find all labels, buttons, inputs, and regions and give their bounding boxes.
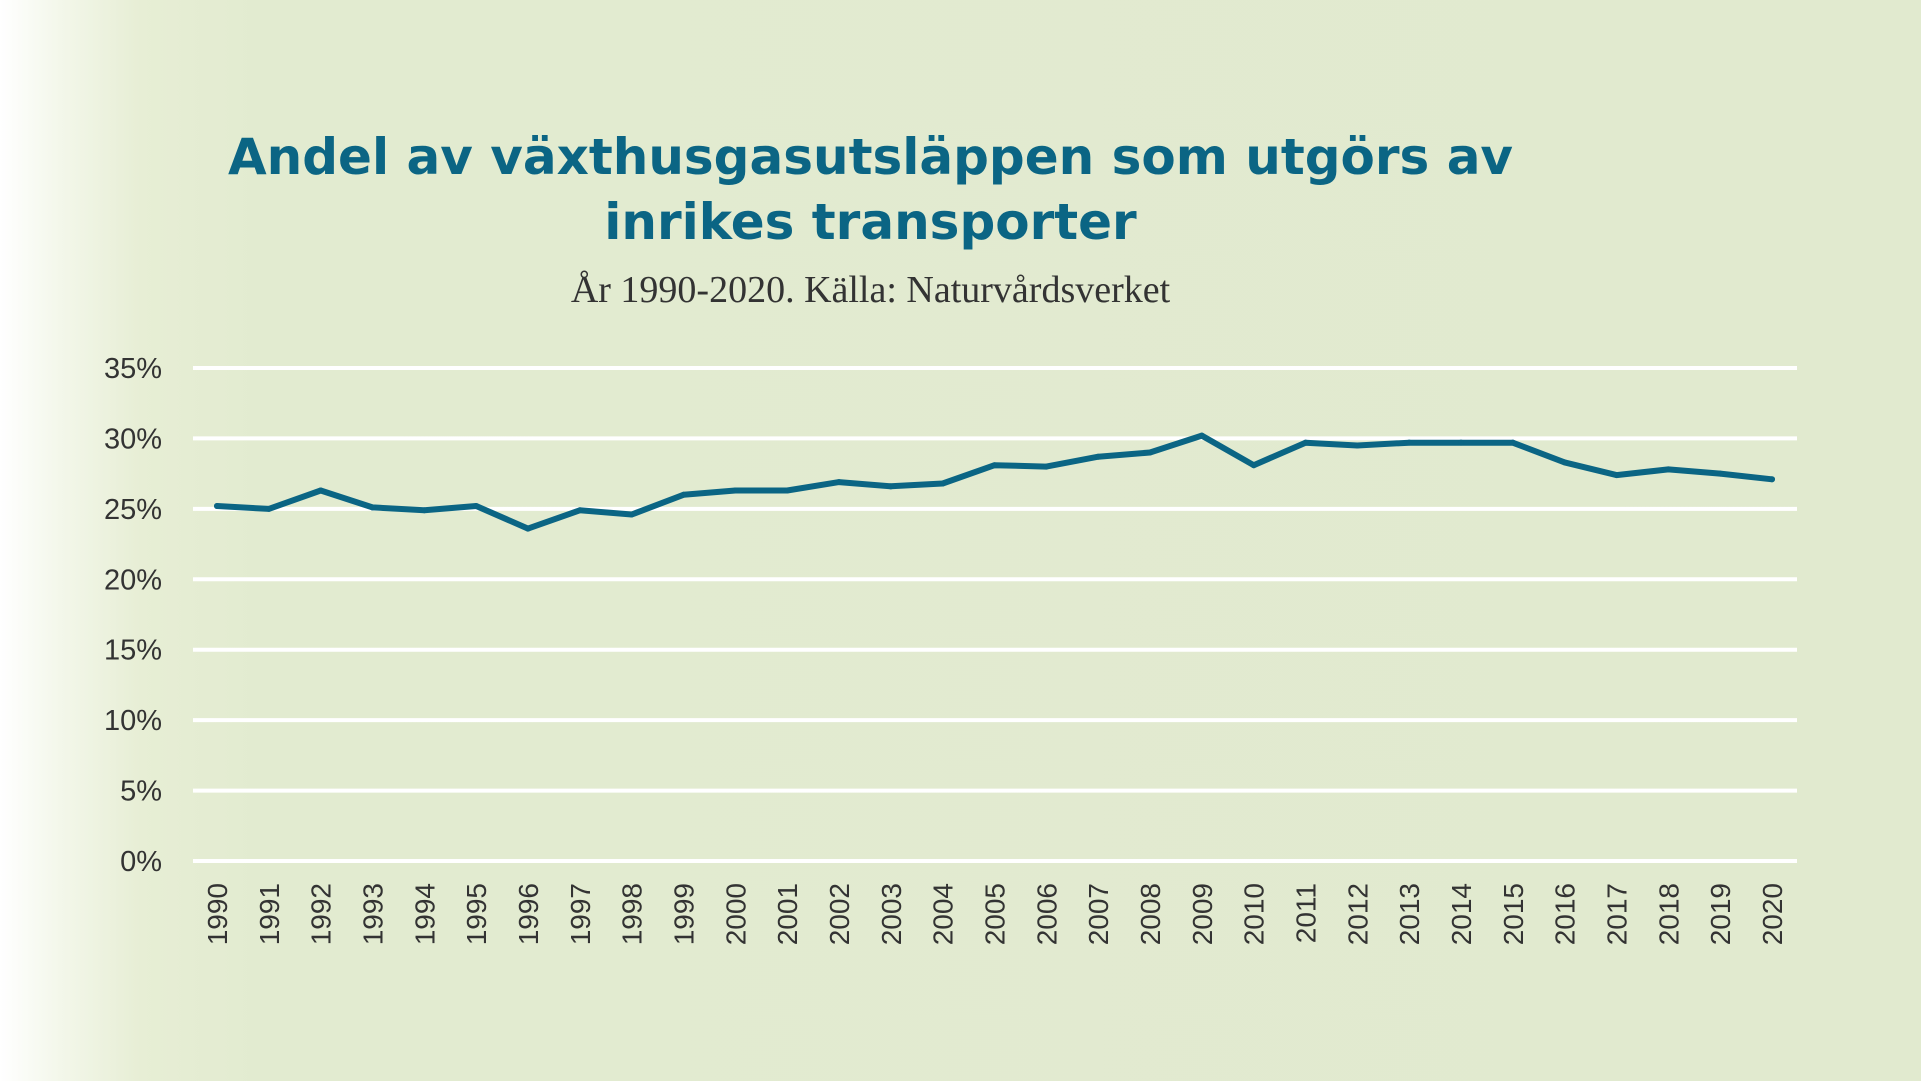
y-tick-label: 15% [104,635,162,667]
x-tick-label: 2005 [980,883,1011,945]
data-point-1995 [473,503,480,510]
data-point-1993 [369,504,376,511]
x-tick-label: 2007 [1083,883,1114,945]
x-tick-label: 1990 [202,883,233,945]
x-tick-label: 2004 [928,883,959,945]
x-tick-label: 1996 [513,883,544,945]
series-line-group [214,432,1775,532]
data-point-1998 [628,511,635,518]
x-tick-label: 2003 [876,883,907,945]
data-point-2018 [1665,466,1672,473]
x-tick-label: 2009 [1187,883,1218,945]
chart-subtitle: År 1990-2020. Källa: Naturvårdsverket [570,269,1171,311]
x-tick-label: 2017 [1602,883,1633,945]
data-point-2020 [1769,476,1775,483]
data-point-2009 [1198,432,1205,439]
x-tick-label: 1994 [409,883,440,945]
data-point-2007 [1095,453,1102,460]
data-point-2016 [1561,459,1568,466]
data-point-2015 [1509,439,1516,446]
x-tick-label: 2002 [824,883,855,945]
x-tick-label: 2012 [1342,883,1373,945]
data-point-2002 [836,479,842,486]
gridlines [193,366,1797,863]
y-tick-label: 0% [120,846,162,878]
data-point-2019 [1717,470,1724,477]
x-tick-label: 2006 [1031,883,1062,945]
data-point-2008 [1147,449,1153,456]
data-point-2014 [1458,439,1464,446]
chart-title-line-2: inrikes transporter [604,193,1137,251]
data-point-1991 [265,505,272,512]
y-tick-label: 20% [104,564,162,596]
x-tick-label: 2011 [1291,883,1322,943]
data-point-1990 [214,503,220,510]
y-axis-tick-labels: 0% 5% 10% 15% 20% 25% 30% 35% [104,353,162,878]
data-point-1999 [680,491,687,498]
x-tick-label: 1997 [565,883,596,945]
x-tick-label: 2014 [1446,883,1477,945]
data-point-2010 [1250,462,1257,469]
x-tick-label: 1999 [669,883,700,945]
y-tick-label: 30% [104,423,162,455]
chart-title-line-1: Andel av växthusgasutsläppen som utgörs … [227,128,1514,186]
data-point-2003 [887,483,894,490]
x-tick-label: 2019 [1705,883,1736,945]
x-tick-label: 1998 [617,883,648,945]
data-point-2013 [1406,439,1413,446]
data-point-2011 [1302,439,1309,446]
x-tick-label: 2000 [720,883,751,945]
x-tick-label: 2018 [1653,883,1684,945]
x-tick-label: 2010 [1239,883,1270,945]
x-tick-label: 2008 [1135,883,1166,945]
series-line [214,432,1775,532]
y-tick-label: 25% [104,494,162,526]
x-tick-label: 2015 [1498,883,1529,945]
data-point-1996 [525,525,531,532]
data-point-1994 [421,507,428,514]
y-tick-label: 10% [104,705,162,737]
data-point-2005 [991,462,998,469]
x-tick-label: 2020 [1757,883,1788,945]
x-tick-label: 1993 [358,883,389,945]
x-tick-label: 2001 [772,883,803,945]
data-point-2004 [939,480,946,487]
data-point-1997 [576,507,583,514]
data-point-2000 [732,487,739,494]
x-tick-label: 2016 [1550,883,1581,945]
x-tick-label: 1992 [306,883,337,945]
y-tick-label: 5% [120,776,162,808]
data-point-2017 [1613,472,1620,479]
x-tick-label: 2013 [1394,883,1425,945]
data-point-2006 [1043,463,1050,470]
data-point-2001 [784,487,791,494]
x-axis-tick-labels: 1990 1991 1992 1993 1994 1995 1996 1997 1998 1999… [202,883,1788,945]
data-point-2012 [1354,442,1361,449]
x-tick-label: 1995 [461,883,492,945]
data-point-1992 [317,487,324,494]
x-tick-label: 1991 [254,883,285,945]
y-tick-label: 35% [104,353,162,385]
